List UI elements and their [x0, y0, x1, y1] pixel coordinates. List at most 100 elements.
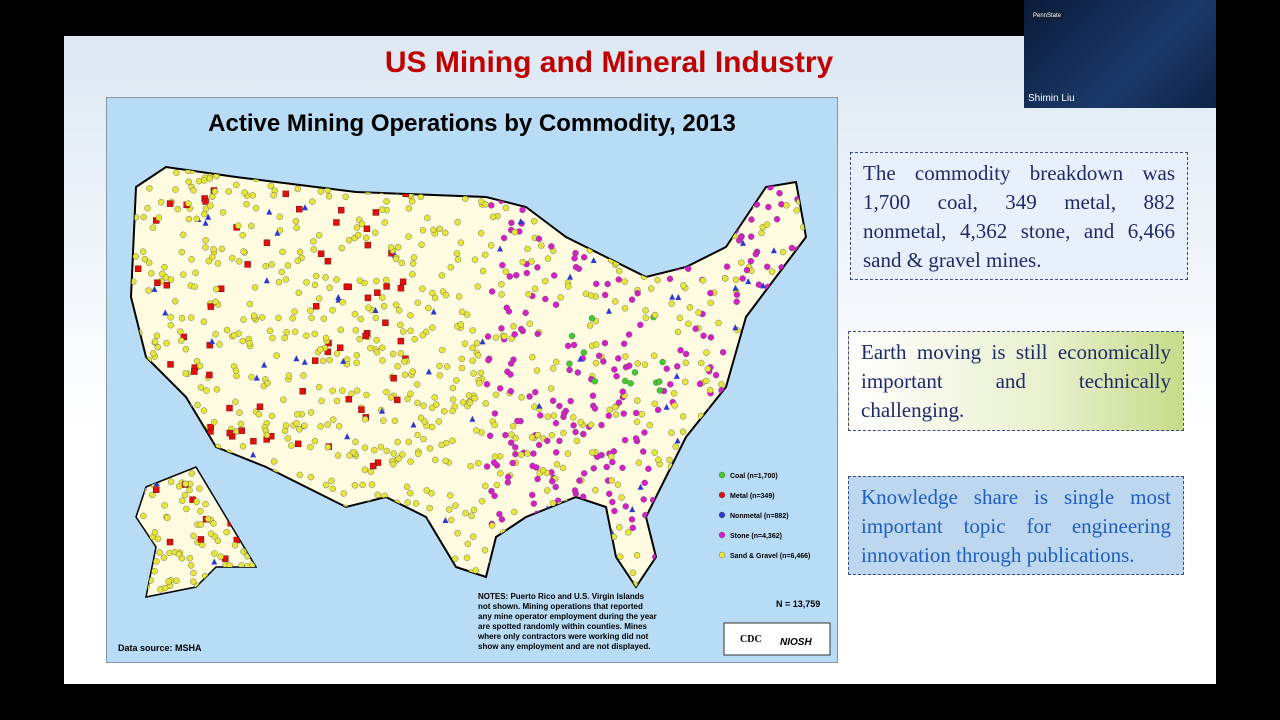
dot — [793, 207, 800, 214]
dot — [458, 364, 466, 372]
dot — [723, 263, 731, 270]
dot — [449, 407, 456, 415]
dot — [534, 475, 541, 483]
dot — [707, 334, 715, 341]
dot — [637, 483, 644, 490]
dot — [570, 341, 578, 349]
badge: PennState — [1030, 12, 1065, 20]
dot — [153, 558, 160, 565]
dot — [531, 285, 539, 292]
dot — [294, 440, 302, 448]
dot — [632, 409, 640, 417]
dot — [548, 431, 556, 439]
legend-marker — [718, 531, 726, 539]
dot — [675, 293, 682, 300]
dot — [426, 504, 433, 512]
notes-line: not shown. Mining operations that report… — [478, 602, 643, 611]
dot — [358, 220, 366, 228]
dot — [628, 296, 636, 303]
dot — [526, 320, 533, 327]
dot — [498, 281, 505, 288]
dot — [315, 383, 323, 391]
legend: Coal (n=1,700) Metal (n=349) Nonmetal (n=8… — [718, 471, 810, 560]
dot — [154, 535, 162, 542]
dot — [552, 483, 559, 491]
dot — [486, 432, 494, 439]
dot — [517, 451, 525, 458]
dot — [505, 308, 513, 315]
dot — [407, 312, 414, 319]
dot — [429, 324, 436, 331]
dot — [473, 340, 481, 347]
dot — [573, 437, 581, 445]
dot — [733, 291, 741, 298]
dot — [182, 480, 189, 488]
dot — [685, 320, 692, 327]
dot — [256, 403, 264, 411]
dot — [326, 284, 333, 291]
dot — [380, 417, 387, 424]
dot — [438, 441, 445, 449]
dot — [490, 459, 498, 466]
dot — [479, 338, 486, 345]
dot — [241, 189, 248, 196]
dot — [246, 339, 253, 347]
dot — [651, 400, 658, 407]
dot — [397, 350, 405, 357]
dot — [363, 391, 370, 399]
dot — [318, 397, 325, 405]
dot — [625, 529, 632, 536]
dot — [492, 391, 500, 398]
dot — [186, 555, 193, 562]
dot — [650, 352, 658, 359]
dot — [609, 458, 616, 466]
dot — [209, 193, 216, 200]
dot — [340, 357, 347, 364]
dot — [345, 236, 353, 244]
dot — [151, 529, 159, 536]
dot — [409, 368, 416, 375]
dot — [430, 226, 437, 234]
dot — [497, 385, 504, 392]
dot — [507, 439, 515, 446]
dot — [642, 307, 649, 314]
notes-line: show any employment and are not displaye… — [478, 642, 650, 651]
dot — [301, 422, 308, 430]
dot — [238, 427, 245, 434]
dot — [428, 423, 436, 431]
dot — [311, 330, 318, 338]
dot — [465, 392, 473, 399]
dot — [510, 323, 517, 330]
dot — [211, 558, 218, 565]
dot — [274, 229, 281, 236]
dot — [349, 448, 357, 456]
dot — [338, 244, 345, 252]
dot — [533, 367, 541, 374]
dot — [295, 289, 302, 297]
dot — [528, 434, 536, 441]
dot — [398, 259, 406, 267]
dot — [633, 418, 641, 425]
dot — [324, 257, 332, 265]
dot — [592, 359, 600, 367]
dot — [732, 284, 739, 291]
dot — [519, 206, 526, 214]
dot — [395, 307, 403, 314]
dot — [174, 205, 181, 213]
dot — [743, 266, 751, 274]
dot — [204, 515, 212, 523]
dot — [605, 412, 612, 419]
dot — [508, 219, 515, 227]
dot — [307, 473, 315, 481]
dot — [329, 485, 336, 492]
dot — [211, 418, 218, 426]
dot — [616, 267, 623, 275]
dot — [207, 202, 214, 209]
dot — [209, 338, 216, 345]
dot — [191, 283, 198, 290]
dot — [214, 537, 222, 545]
dot — [311, 281, 319, 289]
dot — [529, 354, 536, 361]
dot — [747, 233, 755, 240]
dot — [175, 550, 183, 558]
